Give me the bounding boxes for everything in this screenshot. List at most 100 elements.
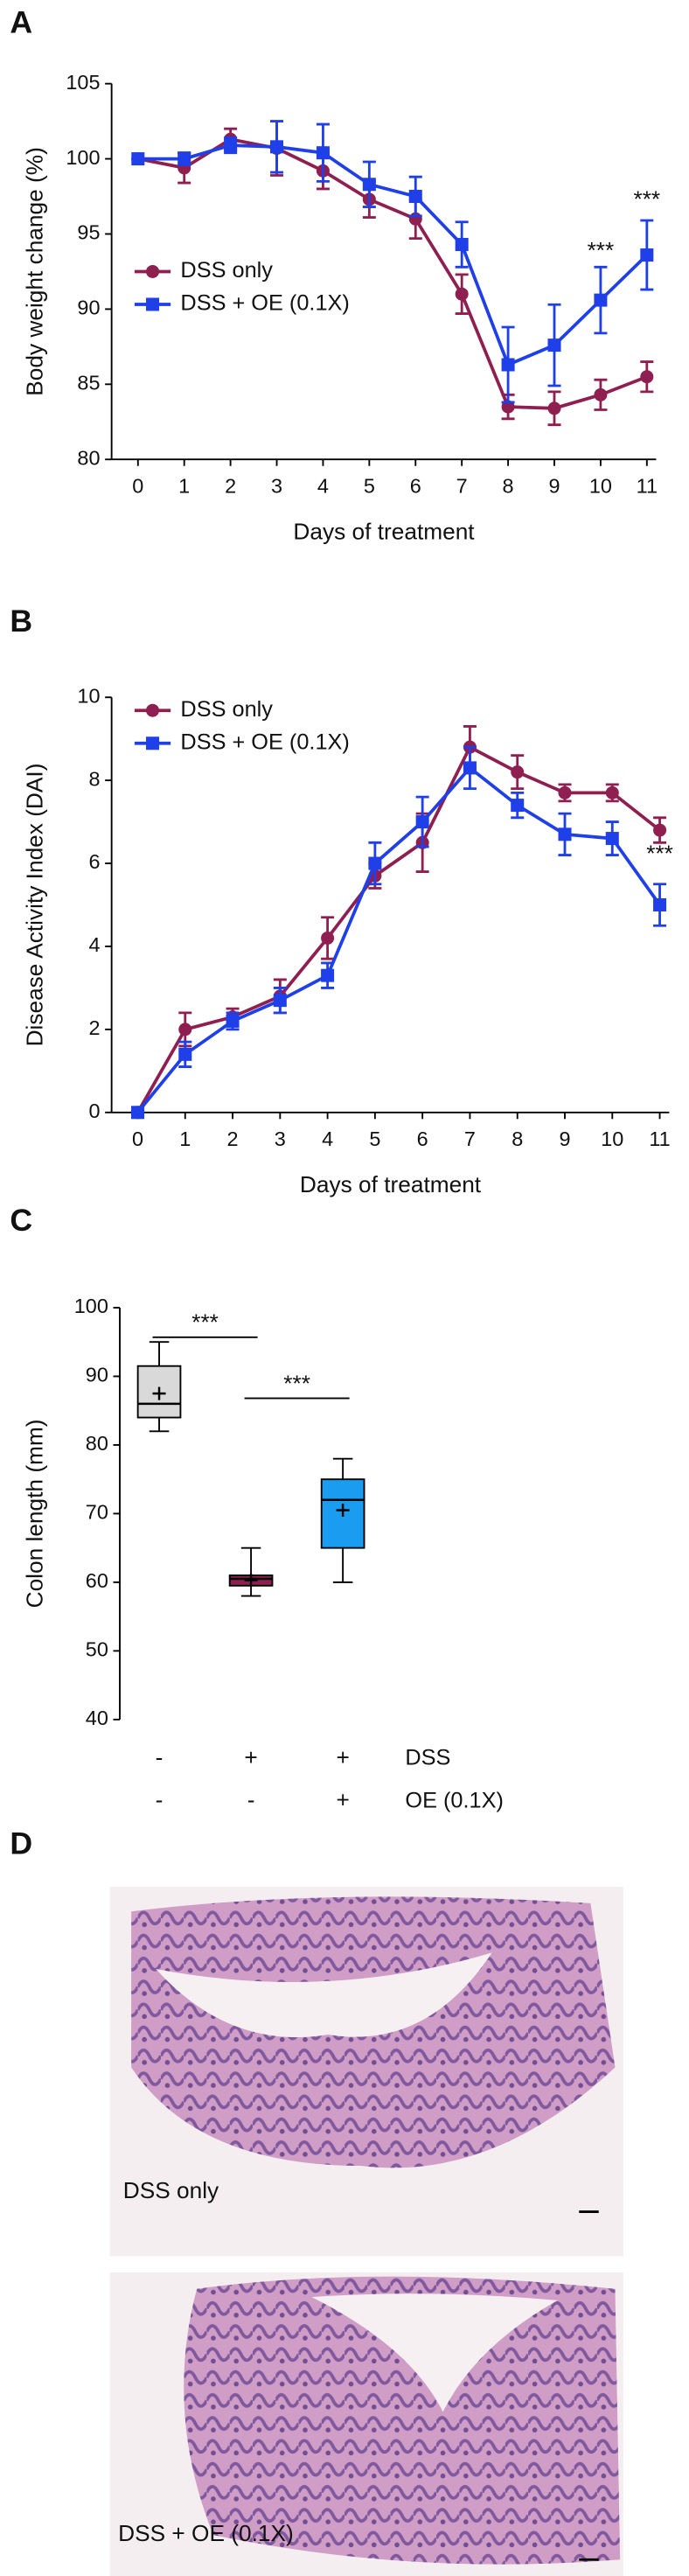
annotation: ***: [283, 1371, 310, 1397]
marker: [511, 765, 525, 779]
x-tick-label: 3: [275, 1127, 286, 1150]
panel-label: D: [10, 1826, 32, 1861]
series-line: [137, 143, 649, 367]
x-axis-label: Days of treatment: [293, 519, 475, 545]
panel-label: C: [10, 1203, 32, 1238]
marker: [178, 1023, 192, 1037]
legend-marker: [146, 703, 160, 717]
x-tick-label: 8: [503, 474, 514, 497]
marker: [605, 832, 619, 846]
y-tick-label: 10: [77, 684, 100, 707]
marker: [558, 827, 572, 841]
x-tick-label: 5: [364, 474, 375, 497]
condition-label: DSS: [405, 1746, 450, 1770]
marker: [594, 293, 608, 307]
marker: [362, 178, 376, 192]
y-tick-label: 50: [86, 1638, 108, 1661]
marker: [316, 146, 330, 160]
x-tick-label: 11: [637, 474, 658, 497]
x-tick-label: 4: [322, 1127, 333, 1150]
y-tick-label: 8: [88, 767, 100, 790]
condition-sign: -: [156, 1744, 164, 1770]
marker: [558, 785, 572, 799]
marker: [511, 799, 525, 813]
y-tick-label: 4: [88, 933, 100, 956]
mean-marker: [244, 1574, 258, 1588]
condition-label: OE (0.1X): [405, 1788, 504, 1812]
legend-label: DSS only: [180, 697, 273, 722]
y-tick-label: 90: [77, 297, 100, 319]
marker: [224, 138, 238, 152]
series-line: [136, 765, 662, 1113]
x-tick-label: 6: [417, 1127, 428, 1150]
series-line: [137, 137, 648, 410]
annotation: ***: [588, 237, 615, 263]
panel-label: B: [10, 604, 32, 639]
marker: [321, 931, 335, 945]
marker: [368, 856, 382, 870]
marker: [547, 339, 561, 353]
y-tick-label: 80: [77, 446, 100, 469]
marker: [594, 387, 608, 401]
lumen: [311, 2293, 558, 2412]
x-tick-label: 10: [601, 1127, 623, 1150]
condition-sign: -: [247, 1787, 255, 1813]
x-tick-label: 0: [132, 1127, 143, 1150]
y-axis-label: Disease Activity Index (DAI): [21, 764, 47, 1047]
legend-label: DSS + OE (0.1X): [180, 291, 349, 316]
x-tick-label: 2: [227, 1127, 239, 1150]
condition-sign: +: [336, 1744, 349, 1770]
x-tick-label: 5: [369, 1127, 380, 1150]
tissue: [184, 2276, 621, 2565]
marker: [178, 1047, 192, 1061]
marker: [321, 968, 335, 982]
x-tick-label: 3: [271, 474, 282, 497]
marker: [640, 370, 654, 384]
marker: [463, 761, 477, 775]
y-tick-label: 70: [86, 1501, 108, 1524]
marker: [640, 248, 654, 262]
y-tick-label: 40: [86, 1707, 108, 1729]
annotation: ***: [633, 186, 660, 213]
marker: [653, 897, 667, 912]
x-tick-label: 1: [178, 474, 190, 497]
marker: [415, 815, 429, 829]
condition-sign: +: [244, 1744, 257, 1770]
x-tick-label: 4: [317, 474, 329, 497]
y-tick-label: 2: [88, 1016, 100, 1039]
marker: [605, 785, 619, 799]
legend-marker: [146, 297, 160, 311]
x-tick-label: 2: [225, 474, 236, 497]
marker: [547, 401, 561, 415]
mean-marker: [152, 1386, 166, 1400]
marker: [455, 238, 469, 252]
marker: [270, 140, 284, 154]
y-tick-label: 95: [77, 221, 100, 244]
x-tick-label: 8: [512, 1127, 523, 1150]
x-tick-label: 6: [410, 474, 421, 497]
annotation: ***: [646, 840, 673, 866]
marker: [408, 190, 422, 204]
y-tick-label: 100: [66, 146, 100, 169]
whisker: [240, 1546, 261, 1597]
y-tick-label: 105: [66, 71, 100, 94]
image-caption: DSS only: [123, 2177, 219, 2203]
y-tick-label: 100: [74, 1295, 108, 1317]
annotation: ***: [191, 1309, 219, 1336]
marker: [177, 152, 191, 166]
y-tick-label: 90: [86, 1364, 108, 1386]
series-line: [136, 744, 661, 1113]
x-tick-label: 7: [456, 474, 468, 497]
x-tick-label: 9: [548, 474, 560, 497]
x-tick-label: 10: [589, 474, 612, 497]
condition-sign: +: [336, 1787, 349, 1813]
y-tick-label: 0: [88, 1100, 100, 1122]
image-caption: DSS + OE (0.1X): [118, 2520, 294, 2546]
y-tick-label: 80: [86, 1432, 108, 1455]
legend-marker: [146, 264, 160, 278]
y-tick-label: 60: [86, 1569, 108, 1592]
marker: [131, 152, 145, 166]
marker: [130, 1106, 144, 1120]
